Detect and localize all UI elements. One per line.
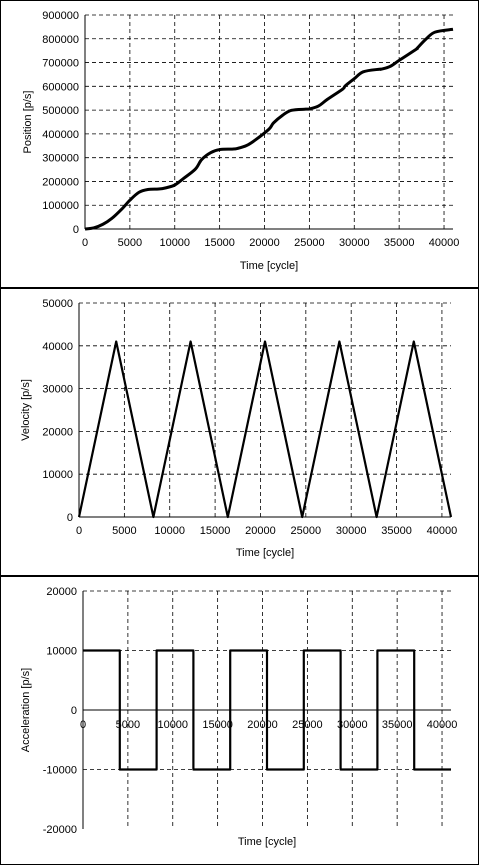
x-tick-label: 15000 <box>204 237 235 249</box>
acceleration-chart: -20000 -10000 0 10000 20000 0 5000 10000 15000 20… <box>20 586 458 848</box>
x-tick-label: 30000 <box>337 719 368 731</box>
acceleration-y-axis-label: Acceleration [p/s] <box>20 668 32 752</box>
velocity-chart-panel: 0 10000 20000 30000 40000 50000 0 5000 10000 1500… <box>0 288 479 576</box>
y-tick-label: 20000 <box>42 426 73 438</box>
y-tick-label: 300000 <box>42 153 79 165</box>
position-series-line <box>84 27 454 231</box>
x-tick-label: 40000 <box>427 525 458 537</box>
y-tick-label: 10000 <box>42 469 73 481</box>
y-tick-label: 200000 <box>42 176 79 188</box>
position-y-axis-label: Position [p/s] <box>22 91 34 154</box>
x-tick-label: 30000 <box>336 525 367 537</box>
y-tick-label: 700000 <box>42 58 79 70</box>
x-tick-label: 30000 <box>339 237 370 249</box>
y-tick-label: 400000 <box>42 129 79 141</box>
velocity-y-axis-label: Velocity [p/s] <box>20 379 32 441</box>
x-tick-label: 40000 <box>427 719 458 731</box>
y-tick-label: 30000 <box>42 384 73 396</box>
x-tick-label: 10000 <box>157 719 188 731</box>
position-chart: 0100000200000300000400000500000600000700… <box>22 10 460 272</box>
x-tick-label: 20000 <box>247 719 278 731</box>
acceleration-x-axis-label: Time [cycle] <box>238 836 296 848</box>
y-tick-label: 40000 <box>42 341 73 353</box>
y-tick-label: 50000 <box>42 298 73 310</box>
velocity-x-axis-label: Time [cycle] <box>236 547 294 559</box>
x-tick-label: 40000 <box>429 237 460 249</box>
position-chart-panel: 0 100000 200000 300000 400000 500000 600000 700… <box>0 0 479 288</box>
y-tick-label: 100000 <box>42 200 79 212</box>
x-tick-label: 25000 <box>294 237 325 249</box>
x-tick-label: 5000 <box>118 237 142 249</box>
x-tick-label: 15000 <box>202 719 233 731</box>
y-tick-label: 900000 <box>42 10 79 22</box>
x-tick-label: 25000 <box>292 719 323 731</box>
x-tick-label: 0 <box>76 525 82 537</box>
acceleration-series-line <box>83 649 451 771</box>
position-grid <box>85 14 453 229</box>
x-tick-label: 5000 <box>112 525 136 537</box>
y-tick-label: 20000 <box>46 586 77 598</box>
y-tick-label: -20000 <box>43 824 77 836</box>
velocity-chart: 0 10000 20000 30000 40000 50000 0 5000 10000 1500… <box>20 298 458 559</box>
position-x-axis-label: Time [cycle] <box>240 260 298 272</box>
x-tick-label: 20000 <box>245 525 276 537</box>
x-tick-label: 20000 <box>249 237 280 249</box>
y-tick-label: 10000 <box>46 646 77 658</box>
y-tick-label: 600000 <box>42 81 79 93</box>
y-tick-label: 0 <box>67 512 73 524</box>
x-tick-label: 35000 <box>382 719 413 731</box>
x-tick-label: 10000 <box>154 525 185 537</box>
x-tick-label: 35000 <box>384 237 415 249</box>
velocity-grid <box>79 302 451 517</box>
acceleration-chart-panel: -20000 -10000 0 10000 20000 0 5000 10000 15000 20… <box>0 576 479 865</box>
velocity-series-line <box>77 340 453 519</box>
x-tick-label: 0 <box>80 719 86 731</box>
y-tick-label: 0 <box>73 224 79 236</box>
y-tick-label: 500000 <box>42 105 79 117</box>
x-tick-label: 35000 <box>381 525 412 537</box>
x-tick-label: 10000 <box>159 237 190 249</box>
x-tick-label: 25000 <box>291 525 322 537</box>
x-tick-label: 5000 <box>116 719 140 731</box>
y-tick-label: -10000 <box>43 765 77 777</box>
x-tick-label: 15000 <box>200 525 231 537</box>
x-tick-label: 0 <box>82 237 88 249</box>
y-tick-label: 0 <box>71 705 77 717</box>
y-tick-label: 800000 <box>42 34 79 46</box>
